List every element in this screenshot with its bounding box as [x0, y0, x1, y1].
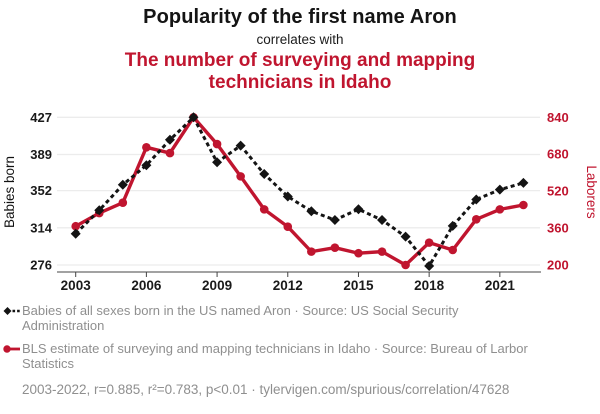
data-point-circle: [354, 248, 363, 258]
data-point-diamond: [117, 179, 128, 190]
data-point-circle: [165, 148, 175, 158]
data-point-diamond: [212, 157, 223, 168]
data-point-diamond: [235, 140, 246, 151]
data-point-diamond: [282, 191, 293, 202]
data-point-diamond: [70, 228, 81, 239]
data-point-diamond: [471, 194, 482, 205]
data-point-circle: [236, 172, 245, 181]
left-tick-label: 352: [30, 183, 52, 198]
legend-item-label: Babies of all sexes born in the US named…: [22, 303, 459, 334]
data-point-diamond: [94, 205, 105, 216]
left-axis-title: Babies born: [2, 156, 17, 228]
data-point-circle: [118, 198, 128, 207]
data-point-circle: [377, 247, 387, 256]
correlates-with-label: correlates with: [256, 32, 344, 47]
right-axis-title: Laborers: [584, 165, 599, 219]
legend-item-laborers: BLS estimate of surveying and mapping te…: [2, 341, 562, 371]
data-point-circle: [330, 243, 340, 252]
right-tick-label: 520: [547, 184, 569, 199]
data-point-circle: [448, 245, 458, 255]
x-tick-label: 2003: [61, 278, 92, 293]
left-tick-label: 389: [30, 147, 52, 162]
x-tick-label: 2018: [414, 278, 445, 293]
data-point-diamond: [141, 160, 152, 171]
x-tick-label: 2009: [202, 278, 232, 293]
data-point-circle: [212, 139, 222, 149]
stats-and-source-line: 2003-2022, r=0.885, r²=0.783, p<0.01 · t…: [22, 382, 510, 397]
data-point-diamond: [164, 134, 175, 145]
x-tick-label: 2006: [131, 278, 162, 293]
data-point-circle: [71, 221, 80, 231]
data-point-circle: [471, 215, 481, 224]
data-point-circle: [142, 143, 151, 152]
data-point-circle: [307, 247, 316, 256]
data-point-circle: [283, 222, 293, 231]
right-tick-label: 680: [547, 147, 569, 162]
data-point-circle: [519, 200, 528, 210]
left-tick-label: 427: [30, 110, 52, 125]
x-tick-label: 2015: [343, 278, 374, 293]
data-point-circle: [259, 205, 269, 214]
chart-area: 2003 2006 2009 2012 2015 2018 2021 276 314 352 389…: [0, 100, 600, 296]
data-point-diamond: [259, 169, 270, 180]
series-line: [74, 115, 524, 268]
x-tick-label: 2012: [273, 278, 303, 293]
left-tick-label: 314: [30, 220, 52, 235]
data-point-diamond: [329, 215, 340, 226]
legend-item-babies: Babies of all sexes born in the US named…: [2, 303, 562, 333]
right-tick-label: 840: [547, 110, 569, 125]
data-point-diamond: [400, 231, 411, 242]
chart-subtitle: The number of surveying and mapping tech…: [124, 50, 476, 93]
data-point-circle: [495, 205, 505, 214]
legend-item-label: BLS estimate of surveying and mapping te…: [22, 341, 528, 372]
data-point-diamond: [424, 260, 435, 271]
circle-solid-icon: [3, 345, 20, 353]
x-tick-label: 2021: [485, 278, 516, 293]
left-tick-label: 276: [30, 258, 52, 273]
page-title: Popularity of the first name Aron: [143, 6, 457, 28]
right-tick-label: 200: [547, 258, 569, 273]
data-point-diamond: [188, 112, 199, 123]
right-tick-label: 360: [547, 221, 569, 236]
data-point-diamond: [447, 220, 458, 231]
data-point-diamond: [306, 206, 317, 217]
data-point-diamond: [494, 184, 505, 195]
data-point-diamond: [353, 204, 364, 215]
chart-svg: 2003 2006 2009 2012 2015 2018 2021 276 314 352 389…: [2, 110, 599, 293]
data-point-circle: [424, 238, 434, 247]
diamond-dashed-icon: [3, 307, 20, 315]
data-point-diamond: [377, 215, 388, 226]
data-point-diamond: [518, 177, 529, 188]
data-point-circle: [401, 260, 410, 270]
